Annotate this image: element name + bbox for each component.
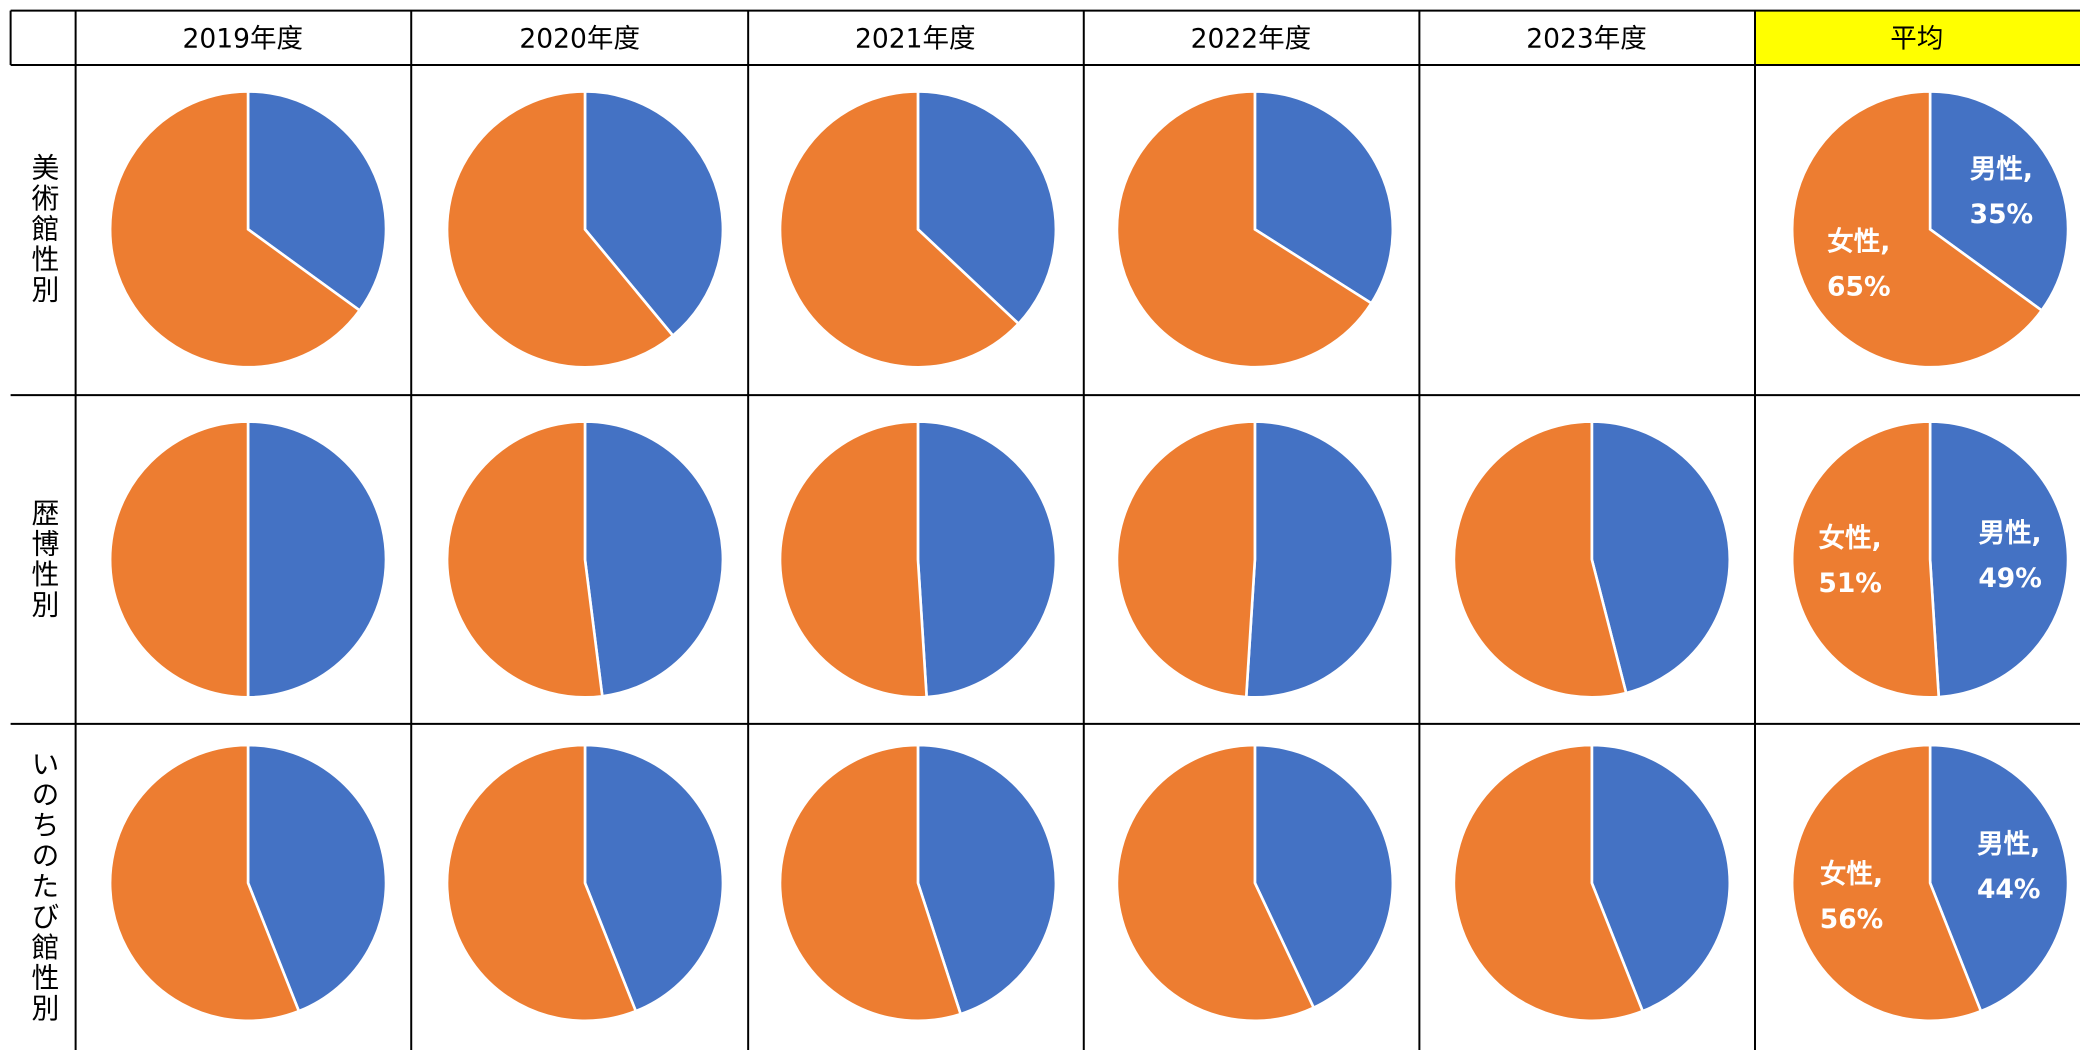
pie-slice	[778, 420, 929, 699]
pie-slice	[1115, 90, 1374, 369]
pie-slice	[445, 90, 675, 369]
pie-slice	[1790, 420, 1941, 699]
slice-value-label: 56%	[1820, 904, 1883, 935]
pie-slice	[246, 90, 388, 313]
pie-slice	[445, 420, 604, 699]
column-header: 2020年度	[519, 23, 640, 54]
pie-slice	[778, 90, 1021, 369]
pie-slice	[583, 90, 725, 338]
pie-slice	[1253, 743, 1395, 1010]
pie-slice	[1928, 743, 2070, 1013]
pie-slice	[583, 420, 725, 698]
average-header-bg	[1755, 10, 2080, 65]
pie-slice	[246, 743, 388, 1013]
slice-value-label: 51%	[1818, 568, 1881, 599]
pie-slice	[445, 743, 638, 1023]
pie-slice	[1790, 743, 1983, 1023]
row-header: 美術館性別	[27, 153, 60, 305]
pie-slice	[1790, 90, 2044, 369]
pie-slice	[1590, 743, 1732, 1013]
slice-category: 男性,	[1970, 154, 2033, 185]
pie-slice	[1115, 420, 1257, 699]
table-grid	[9, 9, 2080, 1050]
slice-category: 男性,	[1977, 829, 2040, 860]
row-header: いのちのたび館性別	[27, 750, 60, 1024]
column-header: 2022年度	[1191, 23, 1312, 54]
column-header: 平均	[1890, 23, 1943, 54]
column-header: 2021年度	[855, 23, 976, 54]
slice-value-label: 44%	[1977, 874, 2040, 905]
pie-slice	[916, 743, 1058, 1016]
slice-value-label: 49%	[1978, 563, 2041, 594]
pie-slice	[1928, 90, 2070, 313]
pie-slice	[1115, 743, 1316, 1023]
slice-category: 女性,	[1819, 523, 1882, 554]
slice-value-label: 65%	[1827, 272, 1890, 303]
pie-slice	[1452, 420, 1628, 699]
pie-slice	[246, 420, 388, 699]
pie-slice	[1928, 420, 2070, 699]
pie-slice	[1244, 420, 1395, 699]
pie-slice	[1452, 743, 1645, 1023]
pie-slice	[916, 90, 1058, 326]
slice-value-label: 35%	[1970, 199, 2033, 230]
row-header: 歴博性別	[27, 498, 60, 620]
pie-slice	[583, 743, 725, 1013]
column-header: 2019年度	[182, 23, 303, 54]
pie-slice	[108, 743, 301, 1023]
pie-slice	[916, 420, 1058, 699]
slice-category: 女性,	[1820, 859, 1883, 890]
pie-slice	[1590, 420, 1732, 695]
pie-slice	[108, 90, 362, 369]
slice-category: 男性,	[1979, 518, 2042, 549]
pie-slice	[108, 420, 250, 699]
column-header: 2023年度	[1526, 23, 1647, 54]
pie-slice	[778, 743, 963, 1023]
slice-category: 女性,	[1827, 227, 1890, 258]
